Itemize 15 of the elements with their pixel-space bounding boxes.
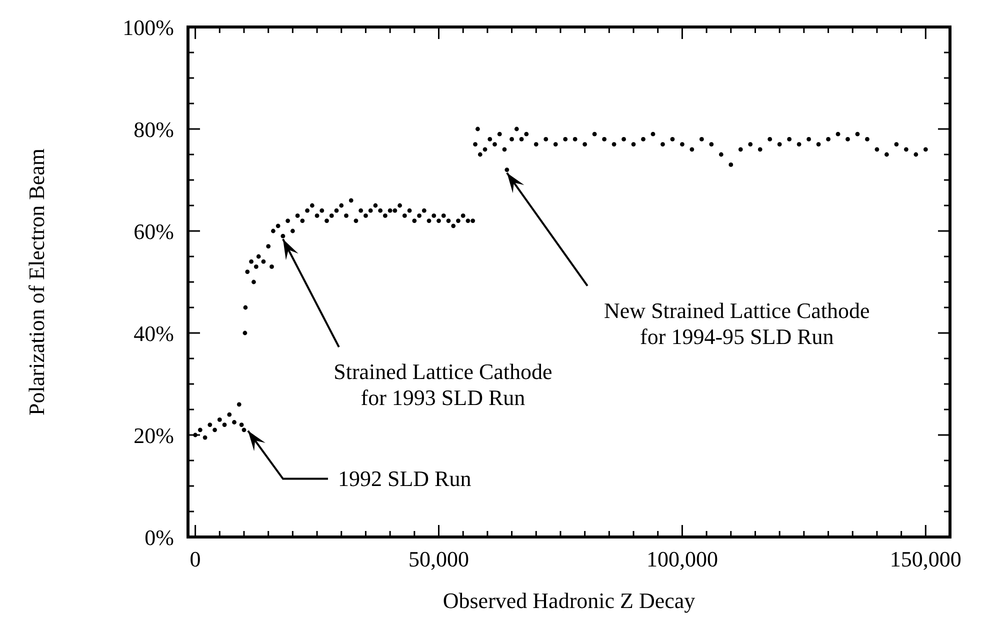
x-tick-label: 50,000: [408, 546, 470, 572]
y-tick-label: 40%: [134, 320, 174, 346]
y-tick-label: 20%: [134, 422, 174, 448]
x-tick-label: 100,000: [646, 546, 718, 572]
y-tick-label: 80%: [134, 116, 174, 142]
x-tick-label: 0: [190, 546, 201, 572]
y-tick-label: 100%: [122, 14, 174, 40]
x-tick-label: 150,000: [890, 546, 962, 572]
x-axis-title: Observed Hadronic Z Decay: [442, 588, 696, 613]
annotation: 1992 SLD Run: [338, 466, 472, 491]
annotation: Strained Lattice Cathode for 1993 SLD Run: [334, 359, 552, 410]
y-axis-title: Polarization of Electron Beam: [24, 148, 49, 416]
y-tick-label: 60%: [134, 218, 174, 244]
y-tick-label: 0%: [144, 524, 174, 550]
annotation: New Strained Lattice Cathode for 1994-95 SLD Run: [604, 298, 870, 349]
